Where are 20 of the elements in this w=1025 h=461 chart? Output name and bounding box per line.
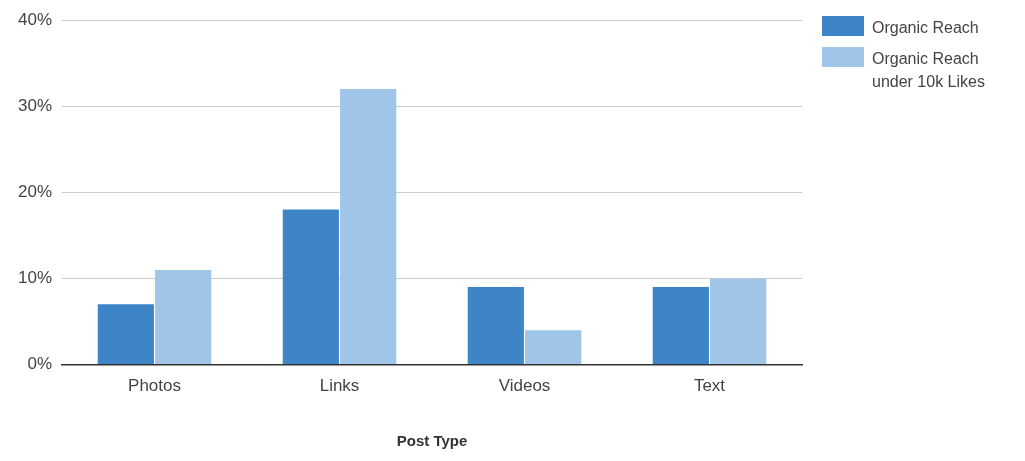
y-tick-label: 20% — [17, 182, 53, 202]
y-tick-label: 0% — [27, 354, 53, 374]
bar — [525, 330, 582, 365]
y-tick-label: 10% — [17, 268, 53, 288]
y-tick-label: 30% — [17, 95, 53, 115]
x-tick-label: Links — [319, 376, 360, 396]
legend-label: Organic Reach under 10k Likes — [872, 49, 986, 92]
bar — [155, 269, 212, 365]
x-tick-label: Text — [693, 376, 726, 396]
y-tick-label: 40% — [17, 9, 53, 29]
x-axis-title: Post Type — [396, 432, 468, 450]
bar — [710, 278, 767, 365]
x-tick-label: Videos — [498, 376, 551, 396]
bar — [97, 304, 154, 365]
bar — [282, 209, 339, 365]
x-tick-label: Photos — [128, 376, 181, 396]
bar — [467, 287, 524, 365]
bar — [340, 89, 397, 365]
bar — [652, 287, 709, 365]
legend-label: Organic Reach — [872, 18, 980, 38]
